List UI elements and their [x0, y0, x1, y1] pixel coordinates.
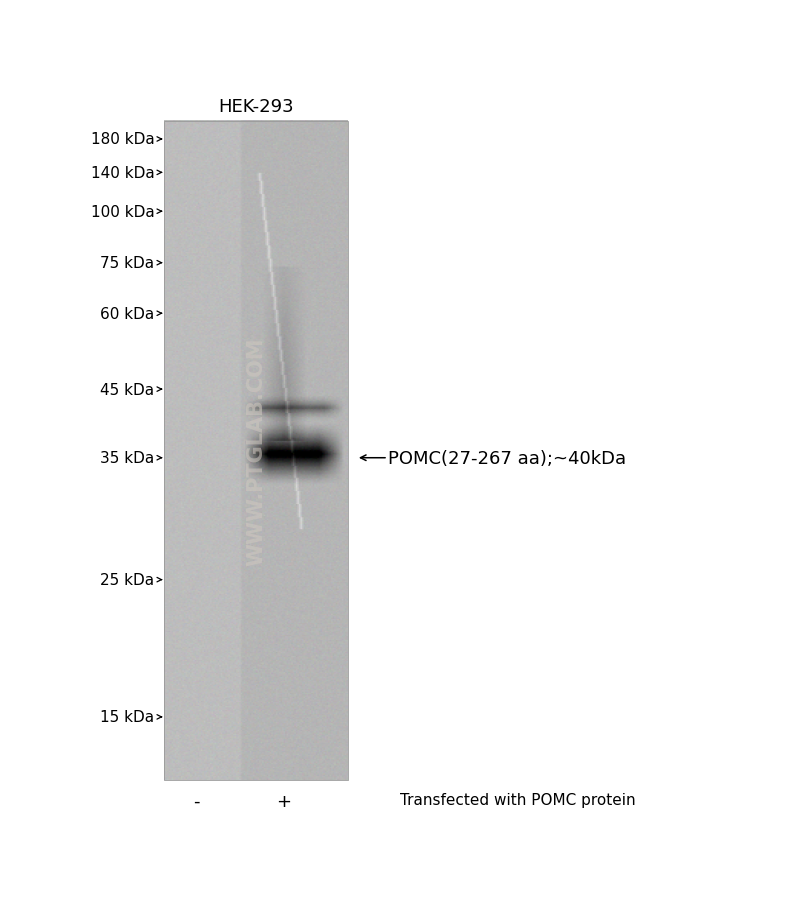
Text: HEK-293: HEK-293: [218, 97, 294, 115]
Text: 100 kDa: 100 kDa: [90, 205, 154, 219]
Text: 180 kDa: 180 kDa: [90, 133, 154, 147]
Text: -: -: [193, 792, 199, 810]
Text: 140 kDa: 140 kDa: [90, 166, 154, 180]
Text: POMC(27-267 aa);~40kDa: POMC(27-267 aa);~40kDa: [388, 449, 626, 467]
Text: 60 kDa: 60 kDa: [100, 307, 154, 321]
Text: 45 kDa: 45 kDa: [100, 382, 154, 397]
Text: 15 kDa: 15 kDa: [100, 710, 154, 724]
Bar: [164, 122, 348, 780]
Text: Transfected with POMC protein: Transfected with POMC protein: [400, 792, 636, 807]
Text: 25 kDa: 25 kDa: [100, 573, 154, 587]
Text: +: +: [277, 792, 291, 810]
Text: 75 kDa: 75 kDa: [100, 256, 154, 271]
Text: 35 kDa: 35 kDa: [100, 451, 154, 465]
Text: WWW.PTGLAB.COM: WWW.PTGLAB.COM: [246, 336, 266, 566]
